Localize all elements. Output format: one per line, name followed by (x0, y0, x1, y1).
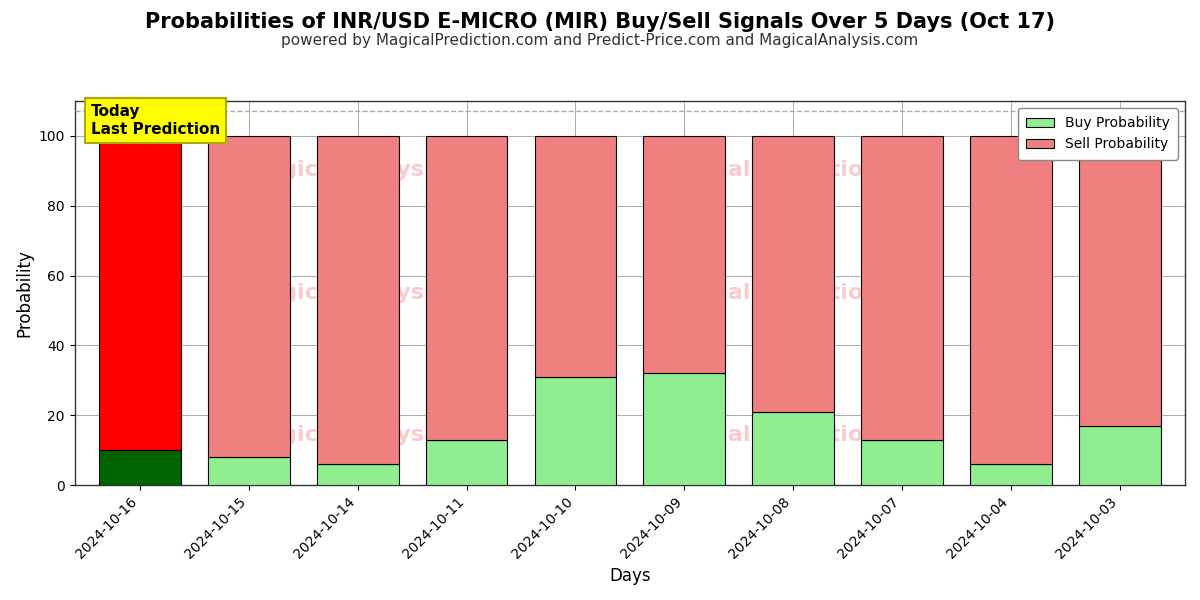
Text: Today
Last Prediction: Today Last Prediction (91, 104, 221, 137)
Bar (208, 136, 289, 457)
X-axis label: Days: Days (610, 567, 650, 585)
Text: MagicalAnalysis.com: MagicalAnalysis.com (244, 425, 505, 445)
Text: MagicalAnalysis.com: MagicalAnalysis.com (244, 283, 505, 303)
Bar (426, 440, 508, 485)
Bar (208, 457, 289, 485)
Bar (862, 440, 943, 485)
Bar (100, 450, 181, 485)
Bar (1079, 426, 1160, 485)
Y-axis label: Probability: Probability (16, 249, 34, 337)
Bar (100, 136, 181, 450)
Bar (643, 136, 725, 373)
Legend: Buy Probability, Sell Probability: Buy Probability, Sell Probability (1018, 108, 1178, 160)
Bar (534, 136, 617, 377)
Bar (317, 136, 398, 464)
Text: MagicalAnalysis.com: MagicalAnalysis.com (244, 160, 505, 180)
Bar (862, 136, 943, 440)
Bar (643, 373, 725, 485)
Bar (752, 412, 834, 485)
Text: MagicalPrediction.com: MagicalPrediction.com (654, 160, 940, 180)
Bar (970, 464, 1051, 485)
Bar (752, 136, 834, 412)
Text: MagicalPrediction.com: MagicalPrediction.com (654, 283, 940, 303)
Bar (534, 377, 617, 485)
Bar (1079, 136, 1160, 426)
Text: Probabilities of INR/USD E-MICRO (MIR) Buy/Sell Signals Over 5 Days (Oct 17): Probabilities of INR/USD E-MICRO (MIR) B… (145, 12, 1055, 32)
Bar (970, 136, 1051, 464)
Text: powered by MagicalPrediction.com and Predict-Price.com and MagicalAnalysis.com: powered by MagicalPrediction.com and Pre… (281, 33, 919, 48)
Bar (317, 464, 398, 485)
Bar (426, 136, 508, 440)
Text: MagicalPrediction.com: MagicalPrediction.com (654, 425, 940, 445)
